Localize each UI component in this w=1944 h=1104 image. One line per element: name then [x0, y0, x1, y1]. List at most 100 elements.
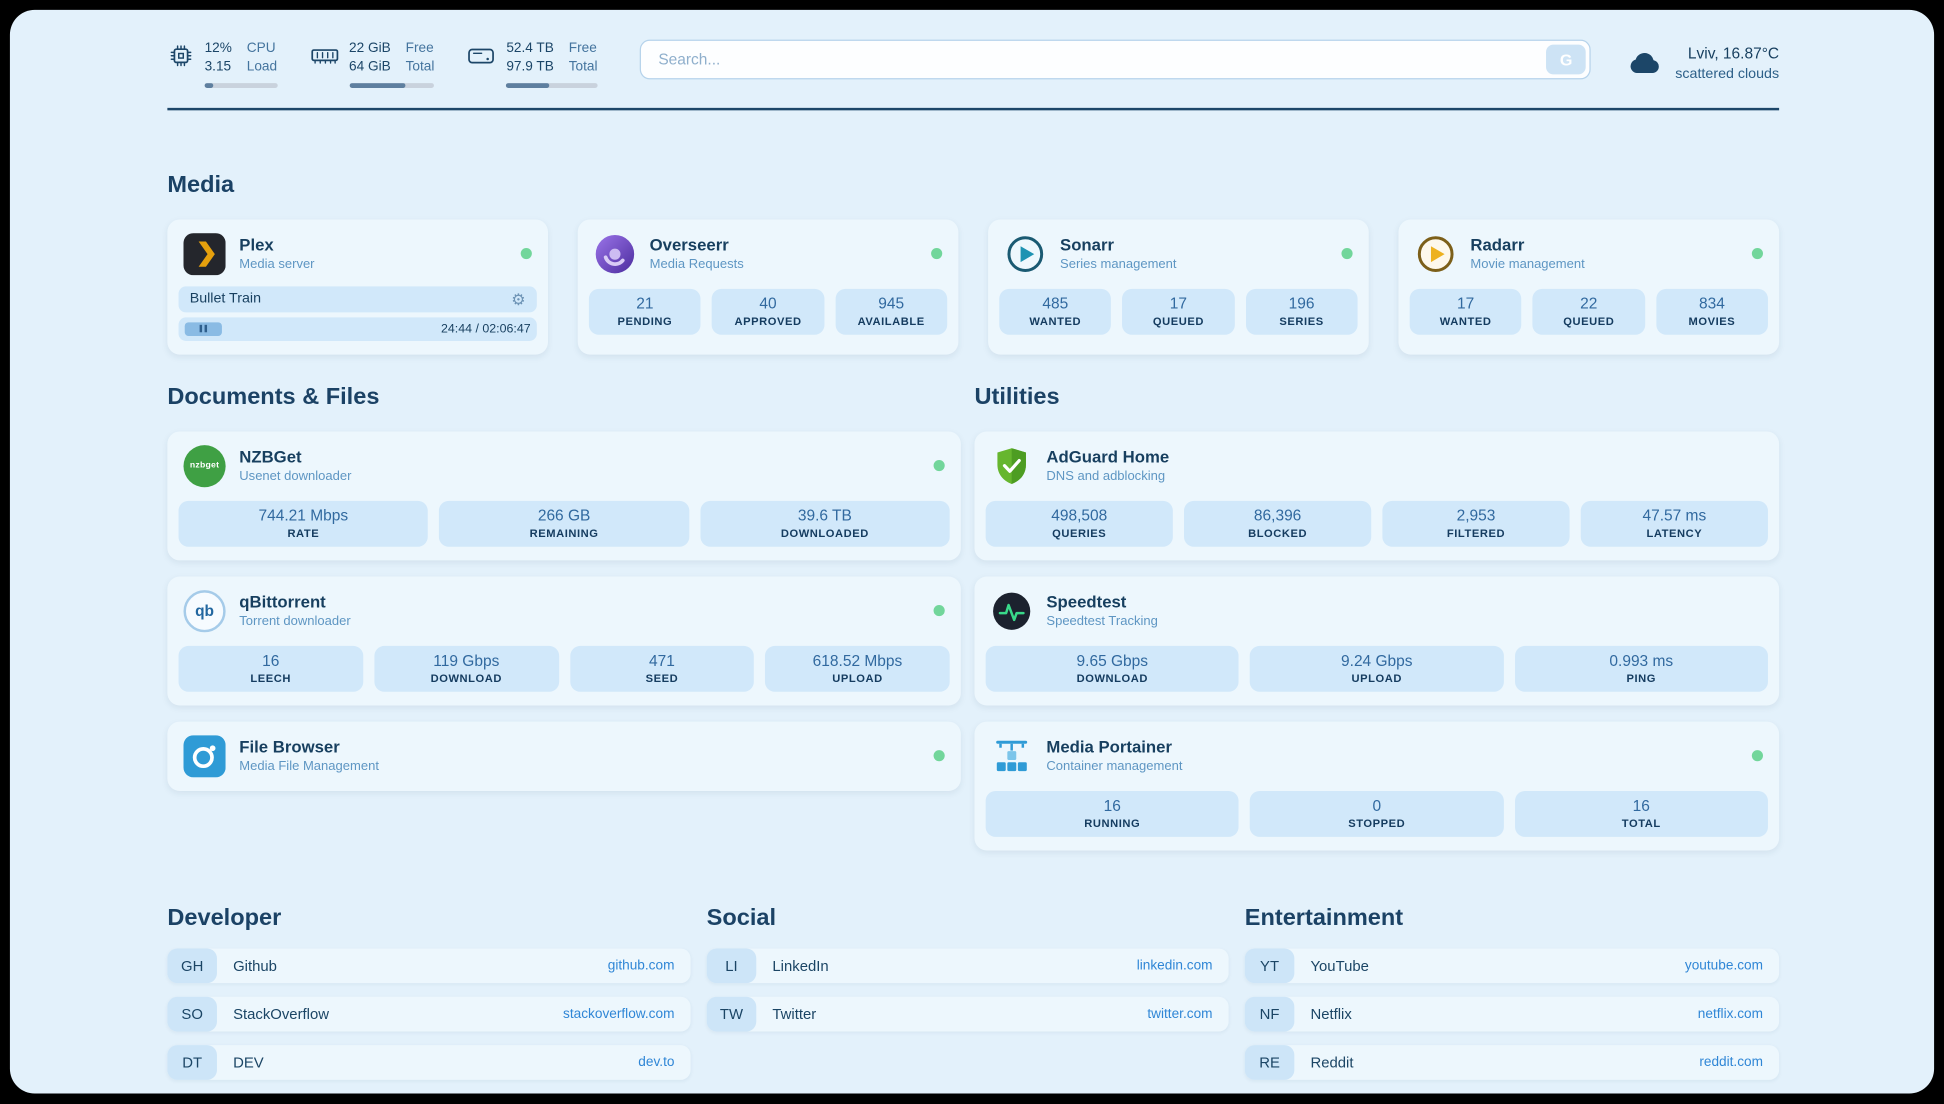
cpu-usage-bar-fill [204, 82, 214, 88]
bookmark-link[interactable]: stackoverflow.com [563, 1006, 675, 1022]
bookmark-name: Netflix [1310, 1005, 1352, 1023]
app-card-overseerr[interactable]: Overseerr Media Requests 21 PENDING 40 APP… [577, 219, 959, 355]
app-name: File Browser [239, 737, 340, 757]
app-name: Speedtest [1046, 592, 1127, 612]
ram-free-value: 22 GiB [349, 40, 391, 56]
stat-value: 266 GB [537, 506, 591, 525]
bookmark-youtube[interactable]: YT YouTube youtube.com [1244, 948, 1780, 983]
stat-value: 21 [636, 294, 654, 313]
stat-tile: 9.24 Gbps UPLOAD [1250, 645, 1504, 692]
ram-widget: 22 GiB 64 GiB Free Total [309, 40, 435, 88]
app-card-nzbget[interactable]: nzbget NZBGet Usenet downloader 744.21 M… [167, 431, 961, 561]
bookmarks: Developer GH Github github.com SO StackO… [167, 905, 1780, 1093]
card-head: Speedtest Speedtest Tracking [986, 587, 1768, 632]
ram-icon [309, 42, 339, 88]
stat-tiles: 485 WANTED 17 QUEUED 196 SERIES [999, 288, 1358, 335]
sonarr-icon [1004, 233, 1046, 275]
stat-value: 22 [1580, 294, 1598, 313]
card-head: Radarr Movie management [1410, 230, 1768, 275]
bookmark-link[interactable]: twitter.com [1147, 1006, 1213, 1022]
app-card-filebrowser[interactable]: File Browser Media File Management [167, 721, 961, 791]
search-engine-button[interactable]: G [1546, 44, 1587, 75]
section-title-documents: Documents & Files [167, 384, 380, 411]
playback-progress-bar[interactable]: 24:44 / 02:06:47 [178, 317, 537, 341]
stat-label: SEED [645, 671, 679, 685]
stat-tile: 618.52 Mbps UPLOAD [765, 645, 950, 692]
gear-icon[interactable] [511, 291, 525, 307]
stat-label: STOPPED [1348, 816, 1406, 830]
bookmark-link[interactable]: youtube.com [1684, 958, 1763, 973]
bookmark-abbr: GH [167, 948, 217, 983]
weather-widget[interactable]: Lviv, 16.87°C scattered clouds [1626, 42, 1779, 85]
card-head: Sonarr Series management [999, 230, 1357, 275]
bookmark-github[interactable]: GH Github github.com [167, 948, 691, 983]
now-playing-row: Bullet Train [178, 286, 537, 313]
stat-label: DOWNLOAD [1076, 671, 1148, 685]
app-card-adguard[interactable]: AdGuard Home DNS and adblocking 498,508 Q… [974, 431, 1780, 561]
bookmark-stackoverflow[interactable]: SO StackOverflow stackoverflow.com [167, 996, 691, 1032]
media-grid: Plex Media server Bullet Train 24:44 / 0… [167, 219, 1780, 355]
app-card-portainer[interactable]: Media Portainer Container management 16 R… [974, 721, 1780, 851]
app-name: AdGuard Home [1046, 447, 1170, 467]
bookmark-link[interactable]: dev.to [638, 1054, 675, 1070]
bookmark-reddit[interactable]: RE Reddit reddit.com [1244, 1044, 1780, 1080]
bookmark-link[interactable]: linkedin.com [1136, 958, 1213, 973]
disk-free-value: 52.4 TB [506, 40, 554, 56]
stat-tile: 744.21 Mbps RATE [178, 500, 429, 547]
app-card-sonarr[interactable]: Sonarr Series management 485 WANTED 17 QUE… [988, 219, 1369, 355]
adguard-icon [991, 445, 1033, 487]
stat-label: LEECH [250, 671, 292, 685]
bookmark-link[interactable]: github.com [607, 958, 675, 973]
stat-tile: 39.6 TB DOWNLOADED [700, 500, 950, 547]
bookmark-dev[interactable]: DT DEV dev.to [167, 1044, 691, 1080]
stat-value: 40 [759, 294, 777, 313]
search-input[interactable] [639, 39, 1591, 80]
stat-tile: 47.57 ms LATENCY [1580, 500, 1768, 547]
cpu-load-value: 3.15 [204, 59, 232, 75]
app-card-radarr[interactable]: Radarr Movie management 17 WANTED 22 QUEUE… [1398, 219, 1780, 355]
stat-value: 119 Gbps [433, 651, 500, 670]
cpu-usage-bar [204, 82, 278, 88]
stat-tile: 945 AVAILABLE [835, 288, 948, 335]
app-card-qbittorrent[interactable]: qb qBittorrent Torrent downloader 16 LEEC… [167, 576, 961, 706]
status-dot [933, 605, 945, 617]
app-subtitle: Media server [239, 256, 315, 272]
ram-free-label: Free [405, 40, 434, 56]
stat-label: DOWNLOADED [780, 526, 869, 540]
ram-total-label: Total [405, 59, 435, 75]
stat-tile: 17 QUEUED [1122, 288, 1235, 335]
status-dot [931, 248, 943, 260]
stat-value: 17 [1169, 294, 1188, 313]
bookmarks-entertainment: Entertainment YT YouTube youtube.com NF … [1244, 905, 1780, 1093]
disk-icon [467, 42, 497, 88]
disk-total-label: Total [568, 59, 598, 75]
stat-value: 86,396 [1253, 506, 1302, 525]
speedtest-icon [991, 590, 1033, 632]
stat-tiles: 21 PENDING 40 APPROVED 945 AVAILABLE [588, 288, 948, 335]
search: G [639, 39, 1591, 80]
plex-icon [183, 232, 226, 275]
stat-tiles: 16 LEECH 119 Gbps DOWNLOAD 471 SEED 618.52 … [178, 645, 950, 692]
stat-tile: 86,396 BLOCKED [1184, 500, 1372, 547]
bookmark-link[interactable]: netflix.com [1697, 1006, 1763, 1022]
stat-tile: 485 WANTED [999, 288, 1112, 335]
bookmark-link[interactable]: reddit.com [1699, 1054, 1763, 1070]
bookmark-twitter[interactable]: TW Twitter twitter.com [706, 996, 1229, 1032]
app-card-plex[interactable]: Plex Media server Bullet Train 24:44 / 0… [167, 219, 548, 355]
bookmark-abbr: TW [706, 996, 757, 1032]
stat-tile: 2,953 FILTERED [1382, 500, 1570, 547]
radarr-icon [1415, 233, 1457, 275]
disk-usage-bar [506, 82, 598, 88]
bookmark-netflix[interactable]: NF Netflix netflix.com [1244, 996, 1780, 1032]
stat-tile: 471 SEED [569, 645, 755, 692]
card-head: Overseerr Media Requests [589, 230, 947, 275]
app-card-speedtest[interactable]: Speedtest Speedtest Tracking 9.65 Gbps DO… [974, 576, 1780, 706]
stat-value: 471 [648, 651, 675, 670]
bookmark-linkedin[interactable]: LI LinkedIn linkedin.com [706, 948, 1229, 983]
stat-label: QUERIES [1052, 526, 1107, 540]
stat-tile: 9.65 Gbps DOWNLOAD [985, 645, 1239, 692]
stat-label: QUEUED [1563, 314, 1615, 328]
section-title-utilities: Utilities [974, 384, 1060, 411]
pause-icon[interactable] [184, 322, 222, 336]
bookmark-name: StackOverflow [233, 1005, 329, 1023]
